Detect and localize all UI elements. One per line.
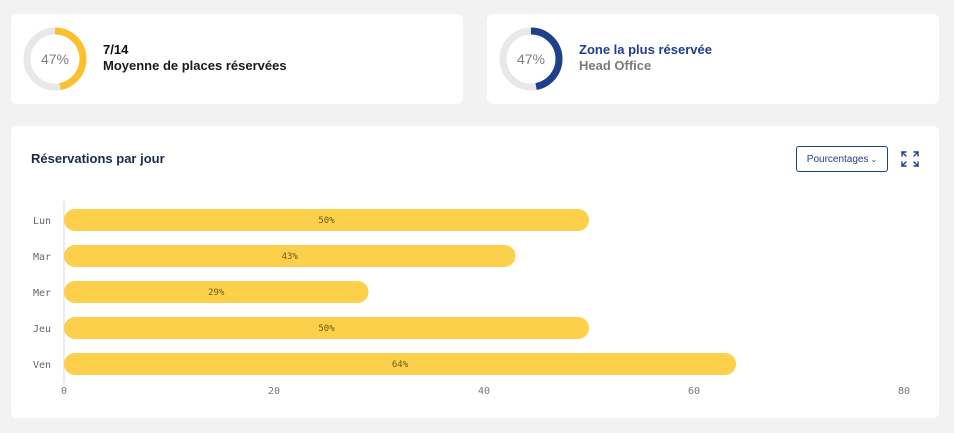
kpi-average-value: 7/14 [103, 42, 129, 57]
bar-value-label: 64% [392, 360, 409, 370]
unit-dropdown[interactable]: Pourcentages ⌄ [796, 146, 888, 172]
bar-value-label: 50% [318, 324, 335, 334]
category-label: Lun [33, 216, 51, 227]
kpi-card-average: 47% 7/14 Moyenne de places réservées [11, 14, 463, 104]
zone-subtitle: Head Office [579, 58, 652, 73]
zone-title: Zone la plus réservée [579, 42, 712, 57]
donut-average: 47% [22, 26, 88, 92]
bar [64, 245, 516, 267]
bar-chart: Lun 50% Mar 43% Mer 29% Jeu 50% Ven 64% 0 20 40 60 80 [33, 201, 910, 397]
x-tick-label: 0 [61, 386, 67, 397]
donut-zone-percent: 47% [516, 51, 546, 67]
x-tick-label: 40 [478, 386, 490, 397]
expand-icon[interactable] [900, 150, 920, 168]
bar [64, 209, 589, 231]
x-tick-label: 80 [898, 386, 910, 397]
category-label: Jeu [33, 324, 51, 335]
bar-value-label: 43% [282, 252, 299, 262]
chart-title: Réservations par jour [31, 151, 165, 166]
kpi-average-label: Moyenne de places réservées [103, 58, 287, 73]
category-label: Mer [33, 288, 51, 299]
donut-average-percent: 47% [40, 51, 70, 67]
donut-zone: 47% [498, 26, 564, 92]
bar [64, 353, 736, 375]
donut-zone-chart [499, 27, 563, 91]
category-label: Mar [33, 252, 51, 263]
unit-dropdown-label: Pourcentages [806, 153, 869, 165]
bar-value-label: 29% [208, 288, 225, 298]
bar [64, 281, 369, 303]
chevron-down-icon: ⌄ [870, 154, 878, 164]
bar-value-label: 50% [318, 216, 335, 226]
bar [64, 317, 589, 339]
kpi-card-zone: 47% Zone la plus réservée Head Office [487, 14, 939, 104]
donut-average-chart [23, 27, 87, 91]
donut-zone-arc [499, 27, 563, 91]
donut-average-arc [23, 27, 87, 91]
category-label: Ven [33, 360, 51, 371]
x-tick-label: 20 [268, 386, 280, 397]
x-tick-label: 60 [688, 386, 700, 397]
chart-card: Lun 50% Mar 43% Mer 29% Jeu 50% Ven 64% 0 20 40 60 80 … [11, 126, 939, 418]
